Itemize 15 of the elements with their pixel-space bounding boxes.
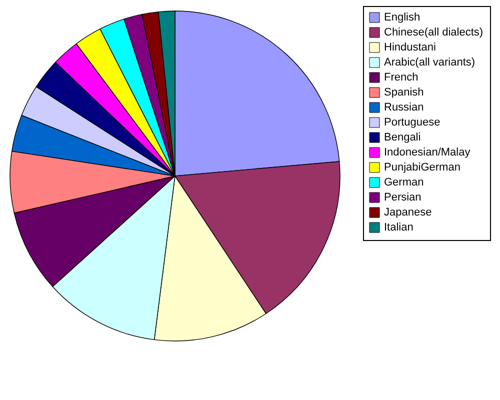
- legend-label: Spanish: [384, 86, 424, 98]
- legend-label: German: [384, 176, 424, 188]
- legend-label: Russian: [384, 102, 424, 114]
- legend-label: Italian: [384, 222, 414, 234]
- legend-label: Japanese: [384, 206, 432, 218]
- legend-label: Indonesian/Malay: [384, 146, 471, 158]
- legend-label: French: [384, 72, 418, 84]
- legend-label: Bengali: [384, 132, 421, 144]
- legend-label: English: [384, 12, 420, 24]
- legend-label: Persian: [384, 192, 422, 204]
- legend-label: Hindustani: [384, 42, 436, 54]
- legend-label: Arabic(all variants): [384, 56, 476, 68]
- legend-label: Portuguese: [384, 116, 440, 128]
- legend-label: PunjabiGerman: [384, 162, 460, 174]
- legend-label: Chinese(all dialects): [384, 26, 484, 38]
